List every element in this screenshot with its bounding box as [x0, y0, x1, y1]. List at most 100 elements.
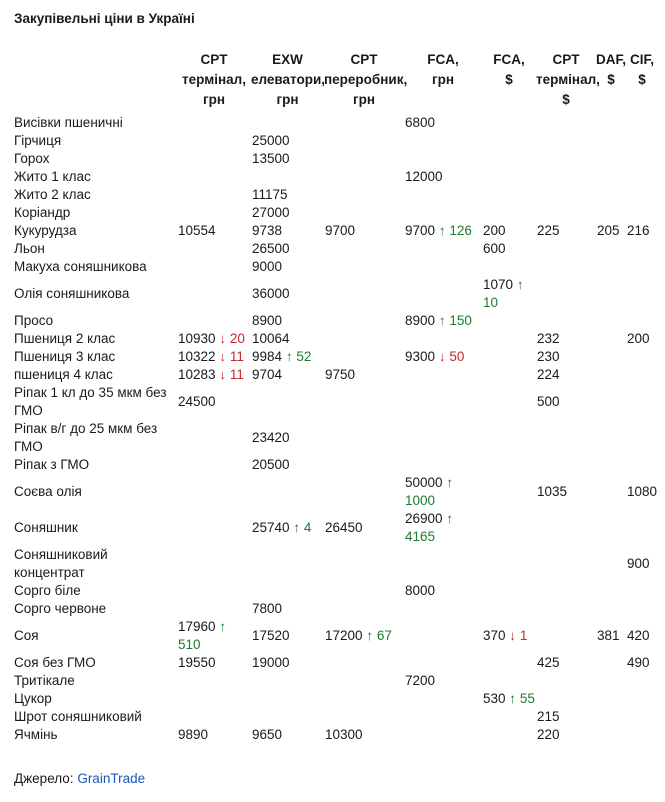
price-cell — [177, 312, 251, 330]
table-row: Олія соняшникова 36000 1070 ↑ 10 — [12, 276, 658, 312]
arrow-down-icon: ↓ — [219, 349, 227, 364]
price-cell — [596, 258, 626, 276]
arrow-down-icon: ↓ — [438, 349, 446, 364]
table-body: Висівки пшеничні 6800 Гірчиця 25000 Горох 135… — [12, 114, 658, 744]
price-cell — [251, 474, 324, 510]
table-row: Соняшниковий концентрат 900 — [12, 546, 658, 582]
table-row: Просо 8900 8900 ↑ 150 — [12, 312, 658, 330]
price-cell — [596, 330, 626, 348]
price-cell — [596, 240, 626, 258]
price-value: 381 — [597, 628, 620, 643]
column-header-line: термінал, — [182, 72, 246, 87]
price-value: 215 — [537, 709, 560, 724]
price-cell: 9650 — [251, 726, 324, 744]
price-cell — [404, 708, 482, 726]
price-change: ↓ 50 — [439, 349, 465, 364]
table-row: Соя 17960 ↑ 510 17520 17200 ↑ 67 370 ↓ 1 381 4… — [12, 618, 658, 654]
price-value: 10283 — [178, 367, 216, 382]
price-value: 1035 — [537, 484, 568, 499]
price-value: 500 — [537, 394, 560, 409]
product-name: Гірчиця — [14, 133, 62, 148]
price-value: 9300 — [405, 349, 436, 364]
price-value: 1070 — [483, 277, 514, 292]
price-cell — [404, 204, 482, 222]
price-cell — [626, 690, 658, 708]
price-change: ↑ 52 — [286, 349, 312, 364]
price-cell — [404, 366, 482, 384]
price-cell — [324, 312, 404, 330]
price-value: 6800 — [405, 115, 436, 130]
price-cell — [482, 114, 536, 132]
price-cell: 10300 — [324, 726, 404, 744]
price-cell — [536, 312, 596, 330]
price-cell — [324, 132, 404, 150]
table-row: Тритікале 7200 — [12, 672, 658, 690]
table-row: Пшениця 3 клас 10322 ↓ 11 9984 ↑ 52 9300 ↓ … — [12, 348, 658, 366]
price-cell — [536, 618, 596, 654]
price-value: 25000 — [252, 133, 290, 148]
price-change: ↑ 1000 — [405, 475, 453, 508]
price-cell — [596, 672, 626, 690]
price-cell — [404, 420, 482, 456]
price-cell — [596, 276, 626, 312]
price-value: 216 — [627, 223, 650, 238]
column-header-line: грн — [431, 72, 455, 87]
price-value: 1080 — [627, 484, 658, 499]
price-cell — [626, 708, 658, 726]
price-cell: 205 — [596, 222, 626, 240]
column-header-line: переробник, — [324, 72, 408, 87]
price-cell — [324, 186, 404, 204]
price-cell — [626, 726, 658, 744]
price-cell — [482, 258, 536, 276]
change-value: 50 — [449, 349, 465, 364]
product-name: Коріандр — [14, 205, 71, 220]
price-change: ↓ 20 — [219, 331, 245, 346]
price-value: 10554 — [178, 223, 216, 238]
price-cell — [324, 456, 404, 474]
price-value: 370 — [483, 628, 506, 643]
column-header-line: $ — [607, 72, 615, 87]
product-name: Просо — [14, 313, 54, 328]
price-cell — [626, 582, 658, 600]
price-cell — [596, 312, 626, 330]
price-cell — [404, 132, 482, 150]
arrow-up-icon: ↑ — [446, 475, 454, 490]
change-value: 4165 — [405, 529, 436, 544]
source-link[interactable]: GrainTrade — [77, 771, 146, 786]
source-label: Джерело: — [14, 771, 74, 786]
price-cell — [482, 420, 536, 456]
price-cell: 1035 — [536, 474, 596, 510]
price-cell — [536, 510, 596, 546]
price-cell — [404, 618, 482, 654]
arrow-down-icon: ↓ — [219, 331, 227, 346]
price-cell: 9700 ↑ 126 — [404, 222, 482, 240]
price-value: 200 — [483, 223, 506, 238]
price-cell — [626, 384, 658, 420]
price-cell: 200 — [482, 222, 536, 240]
price-value: 10322 — [178, 349, 216, 364]
price-cell — [251, 708, 324, 726]
price-cell — [177, 474, 251, 510]
price-cell — [324, 204, 404, 222]
column-header-line: CPT — [552, 52, 580, 67]
price-value: 8000 — [405, 583, 436, 598]
price-change: ↑ 4165 — [405, 511, 453, 544]
price-cell: 230 — [536, 348, 596, 366]
table-row: Жито 1 клас 12000 — [12, 168, 658, 186]
price-change: ↑ 150 — [439, 313, 472, 328]
price-value: 530 — [483, 691, 506, 706]
arrow-up-icon: ↑ — [366, 628, 374, 643]
price-cell — [626, 420, 658, 456]
price-cell — [177, 258, 251, 276]
column-header-line: $ — [562, 92, 570, 107]
arrow-up-icon: ↑ — [293, 520, 301, 535]
price-value: 425 — [537, 655, 560, 670]
product-name: Ріпак 1 кл до 35 мкм без ГМО — [14, 385, 167, 418]
change-value: 126 — [449, 223, 472, 238]
price-cell: 19000 — [251, 654, 324, 672]
price-cell — [482, 312, 536, 330]
product-name: Соя — [14, 628, 39, 643]
arrow-up-icon: ↑ — [509, 691, 517, 706]
price-change: ↑ 126 — [439, 223, 472, 238]
price-cell: 25740 ↑ 4 — [251, 510, 324, 546]
